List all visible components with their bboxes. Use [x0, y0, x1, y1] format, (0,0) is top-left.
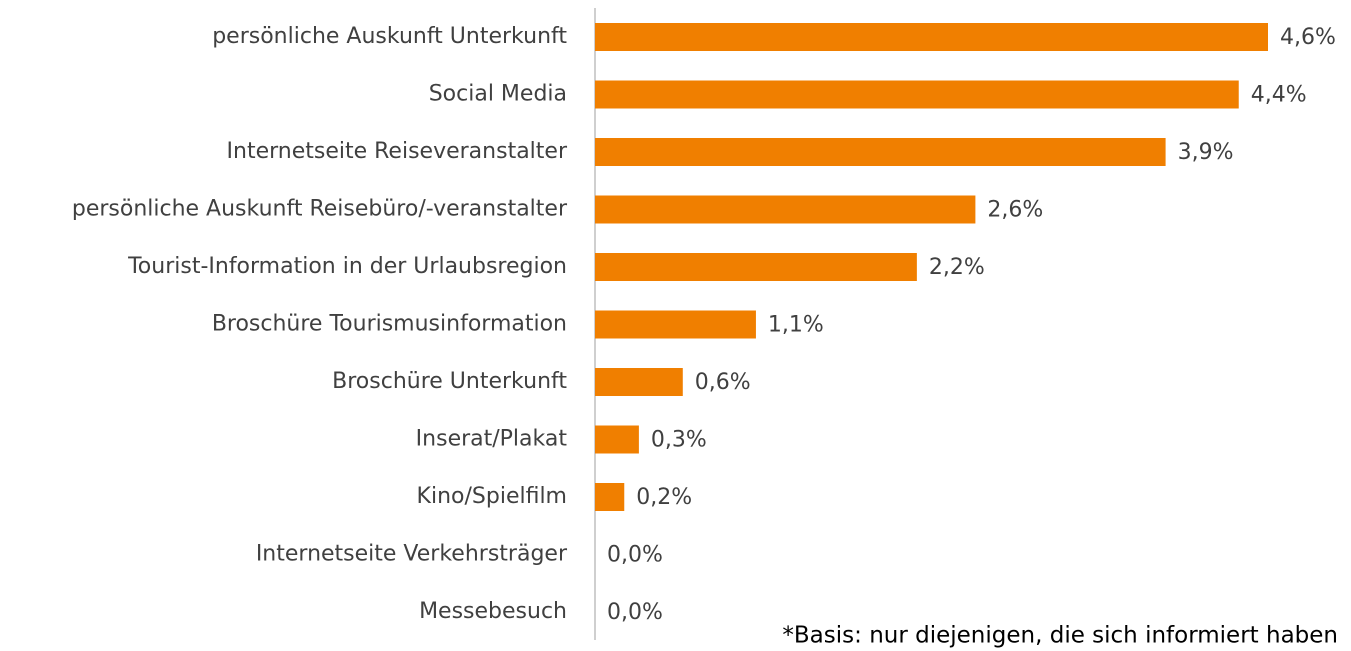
bar — [595, 195, 976, 224]
category-label: Internetseite Reiseveranstalter — [227, 139, 568, 164]
category-label: Broschüre Unterkunft — [332, 369, 567, 394]
category-label: persönliche Auskunft Unterkunft — [212, 24, 567, 49]
bar — [595, 483, 625, 511]
category-label: Broschüre Tourismusinformation — [212, 312, 567, 337]
category-label: Tourist-Information in der Urlaubsregion — [127, 254, 567, 279]
bar — [595, 425, 639, 454]
bar — [595, 368, 683, 396]
value-label: 1,1% — [768, 313, 824, 338]
value-label: 0,0% — [607, 600, 663, 625]
bar — [595, 23, 1268, 51]
category-label: Social Media — [429, 82, 567, 107]
value-label: 0,3% — [651, 428, 707, 453]
bar — [595, 310, 756, 339]
category-label: Internetseite Verkehrsträger — [256, 542, 568, 567]
value-label: 0,6% — [695, 370, 751, 395]
bar — [595, 138, 1166, 166]
category-label: Messebesuch — [419, 599, 567, 624]
footnote: *Basis: nur diejenigen, die sich informi… — [782, 623, 1338, 649]
value-label: 2,6% — [987, 198, 1043, 223]
category-label: Inserat/Plakat — [416, 427, 568, 452]
value-label: 4,6% — [1280, 25, 1336, 50]
category-label: persönliche Auskunft Reisebüro/-veransta… — [72, 197, 568, 222]
category-label: Kino/Spielfilm — [417, 484, 567, 509]
value-label: 2,2% — [929, 255, 985, 280]
bar — [595, 80, 1239, 109]
bar — [595, 253, 917, 281]
value-label: 4,4% — [1251, 83, 1307, 108]
value-label: 0,2% — [636, 485, 692, 510]
value-label: 3,9% — [1178, 140, 1234, 165]
value-label: 0,0% — [607, 543, 663, 568]
